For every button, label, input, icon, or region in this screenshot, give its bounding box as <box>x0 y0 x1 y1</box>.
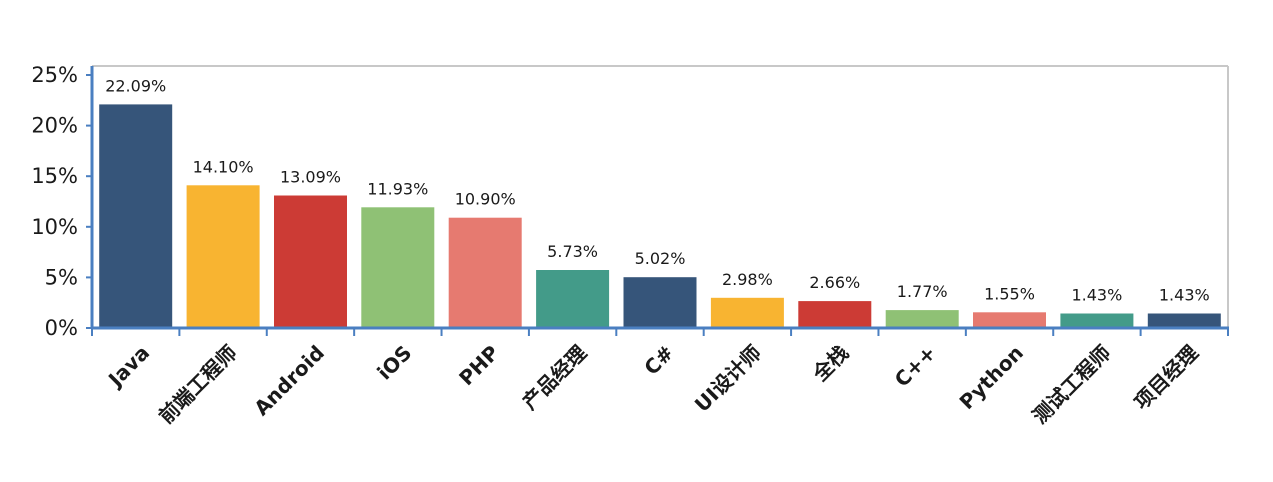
x-tick-label-6: 产品经理 <box>518 341 592 415</box>
data-label-10: 1.77% <box>897 282 948 301</box>
bar-10 <box>885 310 959 328</box>
data-label-3: 13.09% <box>280 168 341 187</box>
x-tick-label-10: C++ <box>890 341 941 392</box>
x-tick-labels: Java 前端工程师 Android iOS PHP 产品经理 C# UI设计师 全栈 C++ Py… <box>102 341 1203 429</box>
y-tick-label-2: 5% <box>45 265 78 289</box>
x-tick-label-3: Android <box>249 341 329 421</box>
bar-2 <box>186 185 260 328</box>
data-label-2: 14.10% <box>193 157 254 176</box>
x-tick-label-7: C# <box>639 341 678 380</box>
y-tick-label-4: 15% <box>31 164 78 188</box>
x-tick-label-1: Java <box>102 341 154 393</box>
bar-1 <box>99 104 173 329</box>
data-label-12: 1.43% <box>1071 286 1122 305</box>
axes <box>86 66 1229 336</box>
bar-9 <box>798 301 872 328</box>
data-label-8: 2.98% <box>722 270 773 289</box>
x-tick-label-11: Python <box>955 341 1028 414</box>
data-label-1: 22.09% <box>105 76 166 95</box>
x-tick-label-4: iOS <box>372 341 416 385</box>
y-tick-label-5: 20% <box>31 114 78 138</box>
data-label-5: 10.90% <box>455 190 516 209</box>
y-tick-label-6: 25% <box>31 63 78 87</box>
bar-13 <box>1147 313 1221 328</box>
x-tick-label-9: 全栈 <box>807 341 853 387</box>
y-tick-label-1: 0% <box>45 316 78 340</box>
bar-6 <box>536 270 610 328</box>
data-label-9: 2.66% <box>809 273 860 292</box>
data-label-6: 5.73% <box>547 242 598 261</box>
x-tick-label-2: 前端工程师 <box>154 341 242 429</box>
bar-4 <box>361 207 435 328</box>
bars <box>99 104 1221 329</box>
data-label-13: 1.43% <box>1159 286 1210 305</box>
x-tick-label-13: 项目经理 <box>1129 341 1203 415</box>
bar-5 <box>448 217 522 328</box>
bar-12 <box>1060 313 1134 328</box>
data-label-11: 1.55% <box>984 284 1035 303</box>
x-tick-label-12: 测试工程师 <box>1028 341 1116 429</box>
data-label-4: 11.93% <box>367 179 428 198</box>
y-tick-label-3: 10% <box>31 215 78 239</box>
bar-8 <box>710 297 784 328</box>
y-tick-labels: 0% 5% 10% 15% 20% 25% <box>31 63 78 340</box>
bar-11 <box>973 312 1046 328</box>
bar-7 <box>623 277 697 328</box>
bar-3 <box>274 195 347 328</box>
data-label-7: 5.02% <box>635 249 686 268</box>
data-labels: 22.09% 14.10% 13.09% 11.93% 10.90% 5.73% 5.02%… <box>105 76 1210 304</box>
plot-frame <box>92 65 1229 328</box>
x-tick-label-8: UI设计师 <box>690 341 766 417</box>
x-tick-label-5: PHP <box>454 341 504 391</box>
